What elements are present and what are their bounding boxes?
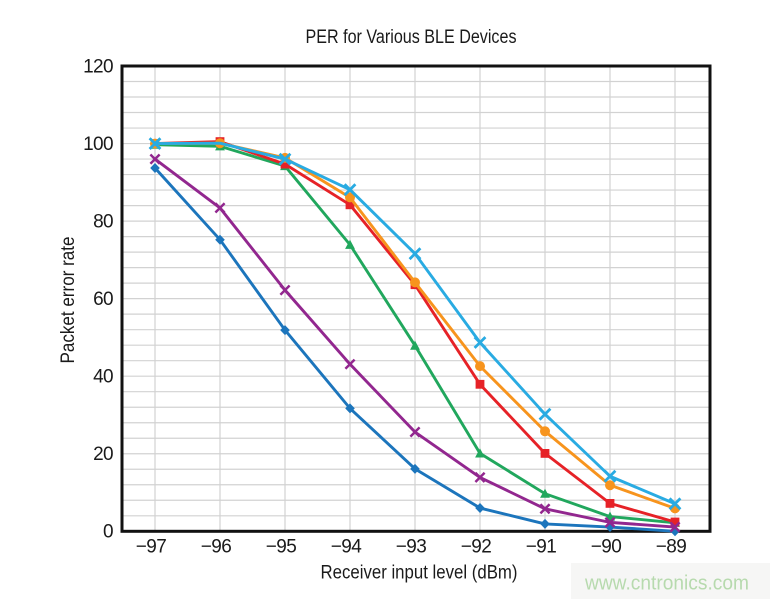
svg-text:−96: −96 (201, 537, 231, 558)
svg-text:Packet error rate: Packet error rate (58, 237, 79, 364)
svg-text:−89: −89 (656, 537, 686, 558)
svg-text:Receiver input level (dBm): Receiver input level (dBm) (321, 563, 518, 584)
svg-text:−95: −95 (266, 537, 296, 558)
svg-text:−92: −92 (461, 537, 491, 558)
svg-text:−90: −90 (591, 537, 621, 558)
svg-text:−93: −93 (396, 537, 426, 558)
svg-text:−97: −97 (136, 537, 166, 558)
svg-text:60: 60 (93, 289, 113, 310)
svg-text:−91: −91 (526, 537, 556, 558)
svg-text:−94: −94 (331, 537, 362, 558)
svg-text:40: 40 (93, 367, 113, 388)
svg-text:20: 20 (93, 444, 113, 465)
svg-text:www.cntronics.com: www.cntronics.com (584, 573, 749, 595)
svg-text:0: 0 (103, 522, 113, 543)
svg-text:80: 80 (93, 211, 113, 232)
svg-text:100: 100 (83, 134, 113, 155)
svg-text:120: 120 (83, 56, 113, 77)
svg-text:PER for Various BLE Devices: PER for Various BLE Devices (306, 27, 517, 48)
